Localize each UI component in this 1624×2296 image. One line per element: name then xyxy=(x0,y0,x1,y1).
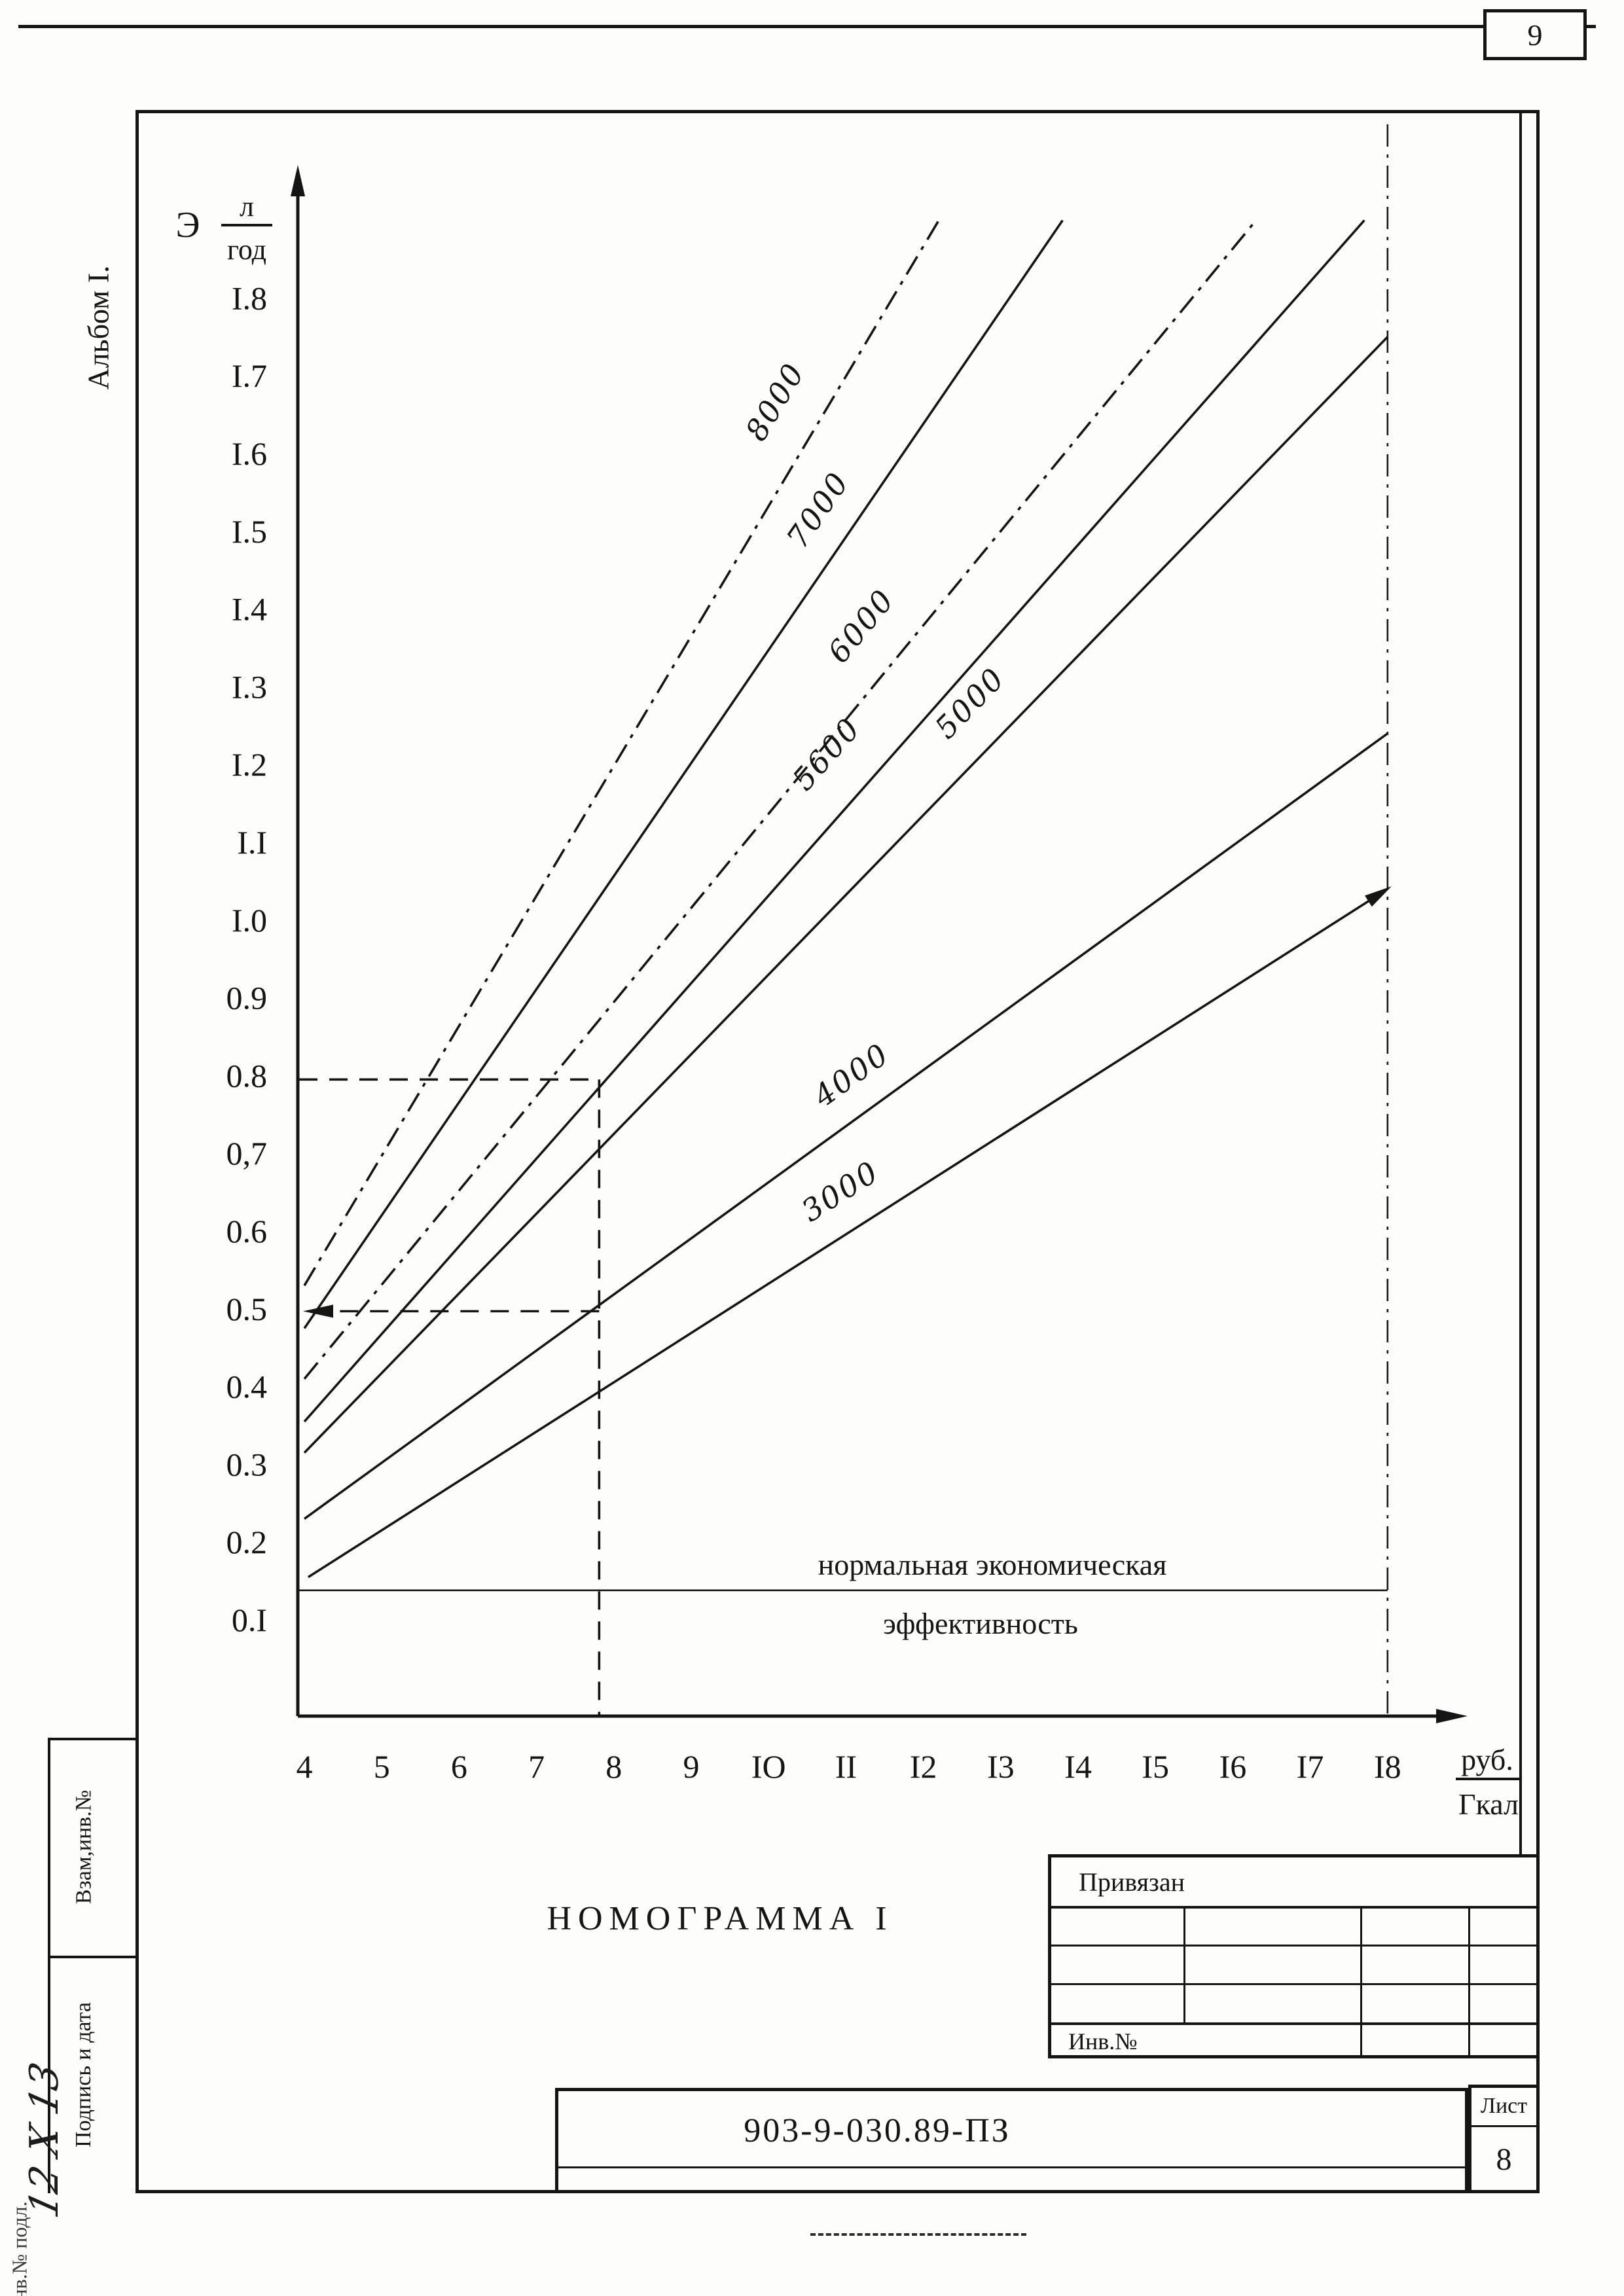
y-axis-unit-numerator: л xyxy=(240,190,254,223)
series-line-6000 xyxy=(303,219,1257,1380)
x-tick-label: I7 xyxy=(1297,1748,1324,1785)
y-axis-symbol: Э xyxy=(176,205,200,245)
doc-number-box xyxy=(555,2088,1468,2193)
x-tick-label: I2 xyxy=(910,1748,937,1785)
x-axis-unit-numerator: руб. xyxy=(1461,1743,1513,1776)
y-tick-label: I.8 xyxy=(232,279,267,316)
y-axis-unit-denominator: год xyxy=(227,234,266,266)
x-tick-label: 6 xyxy=(451,1748,467,1785)
y-tick-label: 0.3 xyxy=(226,1446,268,1482)
y-tick-label: I.0 xyxy=(232,902,267,939)
top-rule xyxy=(18,25,1596,28)
x-tick-label: I6 xyxy=(1219,1748,1247,1785)
margin-strip-left-line xyxy=(48,1738,50,2193)
x-tick-label: I5 xyxy=(1142,1748,1169,1785)
series-label-6000: 6000 xyxy=(821,582,902,670)
doc-number-divider xyxy=(558,2166,1466,2168)
title-block-hline-4 xyxy=(1048,2022,1540,2025)
y-tick-label: 0.5 xyxy=(226,1291,268,1327)
y-tick-label: I.I xyxy=(237,824,267,861)
y-tick-label: 0.8 xyxy=(226,1057,268,1094)
x-tick-label: 8 xyxy=(605,1748,622,1785)
frame-inner-right-line xyxy=(1519,110,1522,1854)
series-line-4000 xyxy=(303,732,1388,1520)
series-line-5000 xyxy=(303,336,1389,1454)
x-tick-label: 4 xyxy=(297,1748,313,1785)
y-axis-arrow xyxy=(291,165,305,196)
y-tick-label: I.3 xyxy=(232,668,267,705)
series-arrow-3000 xyxy=(1365,886,1392,907)
page-number: 9 xyxy=(1527,18,1543,52)
y-tick-label: I.5 xyxy=(232,513,267,550)
title-block-vline-2 xyxy=(1360,1906,1362,2058)
series-label-5600: 5600 xyxy=(785,710,868,797)
series-line-8000 xyxy=(303,219,940,1287)
y-tick-label: 0.2 xyxy=(226,1524,268,1560)
series-label-5000: 5000 xyxy=(928,660,1013,745)
x-tick-label: II xyxy=(835,1748,857,1785)
y-tick-label: 0.I xyxy=(232,1602,267,1638)
margin-strip-mid-line xyxy=(48,1956,137,1958)
sheet-number: 8 xyxy=(1496,2142,1512,2177)
margin-strip-top-line xyxy=(48,1738,137,1740)
sheet-box-divider xyxy=(1471,2125,1537,2127)
x-tick-label: I3 xyxy=(987,1748,1015,1785)
y-tick-label: I.7 xyxy=(232,357,267,394)
y-tick-label: 0.6 xyxy=(226,1213,268,1249)
x-tick-label: IO xyxy=(751,1748,786,1785)
doc-number-wrap: 903-9-030.89-ПЗ xyxy=(576,2111,1178,2150)
series-label-7000: 7000 xyxy=(780,465,856,554)
title-block-hline-3 xyxy=(1048,1983,1540,1985)
x-tick-label: 7 xyxy=(528,1748,545,1785)
title-block-hline-2 xyxy=(1048,1945,1540,1946)
title-block-vline-1 xyxy=(1183,1906,1185,2022)
series-line-3000 xyxy=(307,888,1388,1579)
threshold-label-line1: нормальная экономическая xyxy=(818,1548,1167,1581)
series-label-4000: 4000 xyxy=(806,1036,896,1115)
sheet-number-wrap: 8 xyxy=(1468,2128,1540,2190)
x-axis-unit-denominator: Гкал xyxy=(1458,1787,1519,1821)
x-tick-label: 5 xyxy=(374,1748,390,1785)
doc-number: 903-9-030.89-ПЗ xyxy=(744,2112,1011,2149)
nomogram-title: НОМОГРАММА I xyxy=(547,1900,893,1937)
nomogram-title-wrap: НОМОГРАММА I xyxy=(458,1899,982,1938)
binding-label: Привязан xyxy=(1079,1867,1185,1897)
sheet-label-wrap: Лист xyxy=(1468,2088,1540,2125)
scan-artifact-dashes xyxy=(810,2233,1026,2236)
page-number-box: 9 xyxy=(1483,9,1587,60)
inventory-label: Инв.№ xyxy=(1068,2028,1138,2054)
title-block-vline-3 xyxy=(1468,1906,1470,2058)
y-tick-label: 0.4 xyxy=(226,1369,268,1405)
series-line-7000 xyxy=(303,219,1064,1329)
y-tick-label: 0.9 xyxy=(226,980,268,1016)
x-tick-label: 9 xyxy=(683,1748,700,1785)
sheet-label: Лист xyxy=(1480,2094,1528,2118)
y-tick-label: I.4 xyxy=(232,591,267,628)
construction-result-arrow xyxy=(303,1304,333,1318)
sheet-box xyxy=(1468,2085,1540,2193)
x-axis-arrow xyxy=(1436,1709,1468,1723)
x-tick-label: I8 xyxy=(1374,1748,1401,1785)
series-label-8000: 8000 xyxy=(738,356,812,447)
title-block-hline-1 xyxy=(1048,1906,1540,1909)
x-tick-label: I4 xyxy=(1064,1748,1092,1785)
y-tick-label: I.6 xyxy=(232,435,267,472)
y-tick-label: 0,7 xyxy=(226,1135,268,1172)
y-tick-label: I.2 xyxy=(232,746,267,783)
threshold-label-line2: эффективность xyxy=(883,1607,1078,1640)
series-line-5600 xyxy=(303,219,1365,1423)
